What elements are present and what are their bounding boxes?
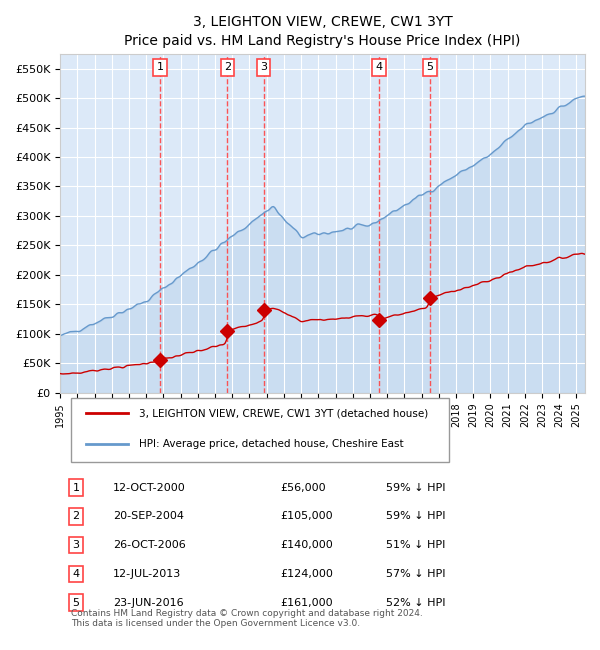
Text: 51% ↓ HPI: 51% ↓ HPI: [386, 540, 445, 550]
Text: HPI: Average price, detached house, Cheshire East: HPI: Average price, detached house, Ches…: [139, 439, 404, 448]
Text: 2: 2: [73, 512, 80, 521]
Text: 26-OCT-2006: 26-OCT-2006: [113, 540, 185, 550]
Title: 3, LEIGHTON VIEW, CREWE, CW1 3YT
Price paid vs. HM Land Registry's House Price I: 3, LEIGHTON VIEW, CREWE, CW1 3YT Price p…: [124, 15, 521, 49]
Text: 20-SEP-2004: 20-SEP-2004: [113, 512, 184, 521]
Text: 4: 4: [73, 569, 80, 579]
FancyBboxPatch shape: [71, 398, 449, 462]
Text: 5: 5: [427, 62, 433, 72]
Text: 5: 5: [73, 598, 79, 608]
Text: £140,000: £140,000: [281, 540, 334, 550]
Text: £124,000: £124,000: [281, 569, 334, 579]
Text: 59% ↓ HPI: 59% ↓ HPI: [386, 482, 445, 493]
Text: 59% ↓ HPI: 59% ↓ HPI: [386, 512, 445, 521]
Text: 1: 1: [73, 482, 79, 493]
Text: 12-JUL-2013: 12-JUL-2013: [113, 569, 181, 579]
Text: £56,000: £56,000: [281, 482, 326, 493]
Text: 1: 1: [157, 62, 163, 72]
Text: £105,000: £105,000: [281, 512, 333, 521]
Text: Contains HM Land Registry data © Crown copyright and database right 2024.
This d: Contains HM Land Registry data © Crown c…: [71, 609, 422, 628]
Text: 12-OCT-2000: 12-OCT-2000: [113, 482, 185, 493]
Text: 52% ↓ HPI: 52% ↓ HPI: [386, 598, 445, 608]
Text: 3: 3: [73, 540, 79, 550]
Text: 4: 4: [376, 62, 383, 72]
Text: 3: 3: [260, 62, 267, 72]
Text: 23-JUN-2016: 23-JUN-2016: [113, 598, 184, 608]
Text: 3, LEIGHTON VIEW, CREWE, CW1 3YT (detached house): 3, LEIGHTON VIEW, CREWE, CW1 3YT (detach…: [139, 408, 428, 418]
Text: £161,000: £161,000: [281, 598, 333, 608]
Text: 57% ↓ HPI: 57% ↓ HPI: [386, 569, 445, 579]
Text: 2: 2: [224, 62, 231, 72]
